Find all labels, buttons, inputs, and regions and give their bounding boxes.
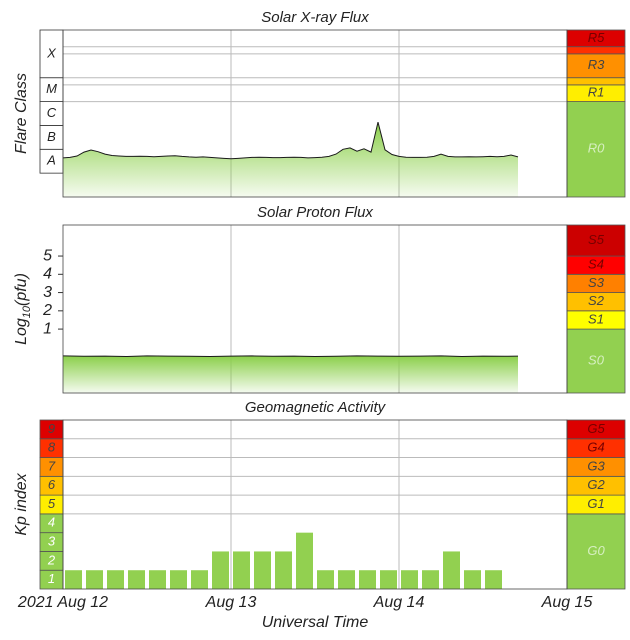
kp-bar [296,532,313,589]
panel-title: Geomagnetic Activity [245,399,387,416]
kp-bar [128,570,145,589]
kp-bar [254,551,271,589]
plot-frame [62,224,568,394]
y-tick-label: 6 [48,477,56,492]
y-tick-label: 2 [42,302,52,319]
scale-level [566,77,626,86]
x-tick-label: Aug 14 [373,594,425,611]
kp-bar [191,570,208,589]
kp-bar [170,570,187,589]
scale-label: R5 [588,30,605,45]
kp-bar [65,570,82,589]
scale-label: S0 [588,352,605,367]
kp-bar [422,570,439,589]
y-axis-label-part: 10 [21,305,33,318]
kp-bar [380,570,397,589]
y-tick-label: 1 [48,571,55,586]
y-tick-label: A [46,153,56,168]
x-tick-label: 2021 Aug 12 [17,594,108,611]
kp-bar [359,570,376,589]
y-tick-label: 8 [48,440,56,455]
y-tick-label: 7 [48,458,56,473]
scale-label: G1 [587,496,604,511]
kp-bar [443,551,460,589]
y-tick-label: 5 [48,496,56,511]
plot-area [63,420,567,589]
y-tick-label: M [46,81,57,96]
scale-level [566,46,626,55]
scale-label: R1 [588,85,605,100]
scale-level [566,224,626,257]
flux-area [63,122,518,197]
kp-bar [464,570,481,589]
scale-label: R3 [588,57,605,72]
y-axis-label-part: Log [13,318,30,345]
kp-bar [317,570,334,589]
y-axis-label: Flare Class [13,73,30,154]
plot-frame [62,29,568,198]
flux-area [63,355,518,393]
y-tick-label: 4 [48,515,55,530]
panel-title: Solar Proton Flux [257,204,373,221]
scale-label: G2 [587,477,605,492]
kp-bar [485,570,502,589]
scale-label: G0 [587,543,605,558]
scale-level [566,328,626,394]
kp-bar [86,570,103,589]
y-axis-label: Kp index [13,472,30,535]
kp-bar [275,551,292,589]
y-tick-label: C [47,105,57,120]
y-tick-label: 9 [48,421,55,436]
plot-frame [62,419,568,590]
scale-label: G3 [587,458,605,473]
scale-label: G4 [587,440,604,455]
kp-bar [107,570,124,589]
kp-bar [401,570,418,589]
scale-label: R0 [588,141,605,156]
scale-label: G5 [587,421,605,436]
scale-label: S1 [588,311,604,326]
scale-label: S3 [588,275,605,290]
y-tick-label: B [47,129,56,144]
x-axis-label: Universal Time [262,614,369,631]
x-tick-label: Aug 13 [205,594,257,611]
panel-title: Solar X-ray Flux [261,9,369,26]
kp-bar [338,570,355,589]
y-axis-label: Log10(pfu) [13,273,33,345]
scale-level [566,513,626,590]
kp-bar [233,551,250,589]
scale-label: S4 [588,257,604,272]
y-tick-label: 5 [43,247,52,264]
scale-label: S2 [588,293,605,308]
y-tick-label: 3 [48,533,56,548]
x-tick-label: Aug 15 [541,594,593,611]
scale-label: S5 [588,232,605,247]
y-tick-label: X [46,45,57,60]
flux-line [62,121,519,160]
y-axis-label-part: (pfu) [13,273,30,306]
y-tick-label: 2 [47,552,56,567]
y-tick-label: 3 [43,284,52,301]
y-tick-label: 4 [43,266,52,283]
kp-bar [212,551,229,589]
y-tick-label: 1 [43,320,52,337]
kp-bar [149,570,166,589]
flux-line [62,355,519,358]
